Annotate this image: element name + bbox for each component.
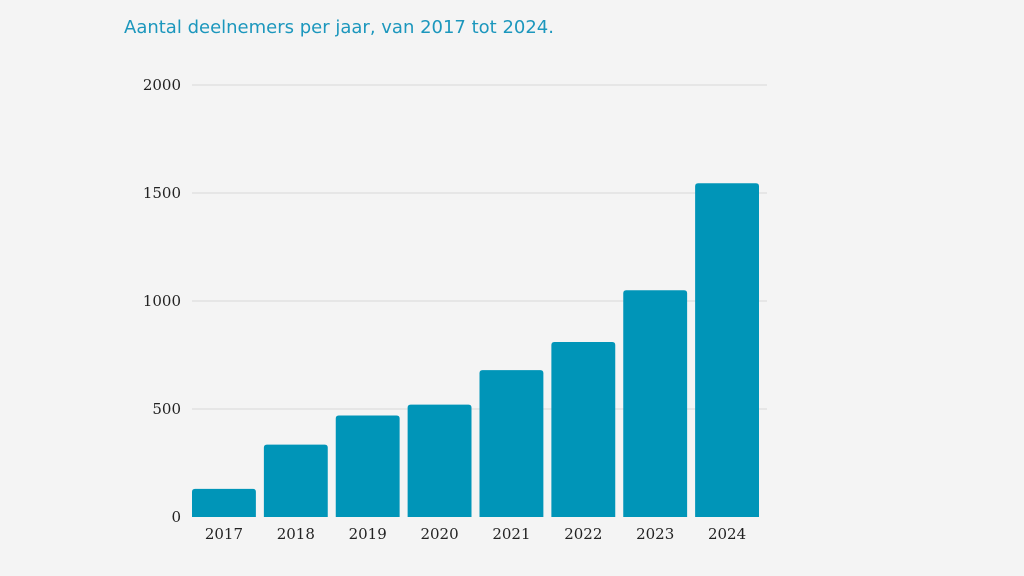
bar-2018 — [263, 444, 328, 517]
x-tick-label: 2020 — [420, 525, 458, 543]
bar-2021 — [479, 370, 544, 517]
x-tick-label: 2024 — [708, 525, 746, 543]
x-tick-label: 2018 — [277, 525, 315, 543]
bars — [192, 183, 759, 517]
bar-2023 — [623, 290, 688, 517]
x-tick-label: 2021 — [492, 525, 530, 543]
y-tick-label: 500 — [152, 400, 181, 418]
bar-2019 — [335, 415, 400, 517]
x-axis-tick-labels: 2017 2018 2019 2020 2021 2022 2023 2024 — [205, 525, 746, 543]
bar-2017 — [192, 488, 256, 517]
x-tick-label: 2023 — [636, 525, 674, 543]
bar-2024 — [695, 183, 759, 517]
y-tick-label: 1000 — [143, 292, 181, 310]
y-tick-label: 0 — [171, 508, 181, 526]
x-tick-label: 2019 — [349, 525, 387, 543]
y-axis-tick-labels: 0 500 1000 1500 2000 — [143, 76, 181, 526]
chart-title: Aantal deelnemers per jaar, van 2017 tot… — [124, 17, 554, 38]
bar-2020 — [407, 404, 472, 517]
y-tick-label: 1500 — [143, 184, 181, 202]
x-tick-label: 2017 — [205, 525, 243, 543]
x-tick-label: 2022 — [564, 525, 602, 543]
bar-2022 — [551, 342, 616, 517]
y-tick-label: 2000 — [143, 76, 181, 94]
